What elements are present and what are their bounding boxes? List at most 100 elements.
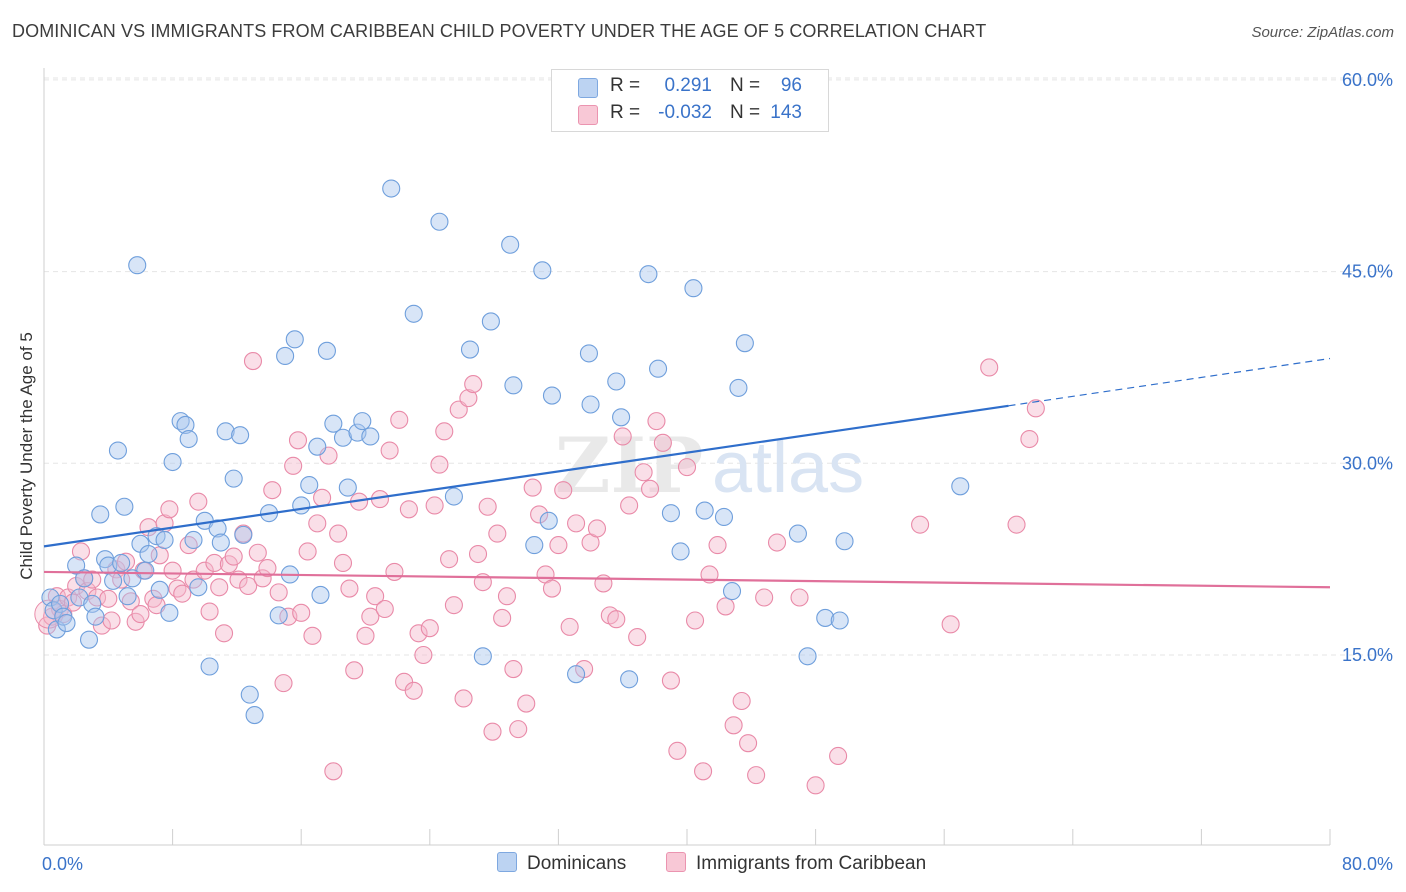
- caribbean-point: [399, 500, 418, 519]
- caribbean-point: [324, 762, 343, 781]
- axes: [43, 68, 1331, 846]
- caribbean-point: [488, 524, 507, 543]
- caribbean-point: [239, 576, 258, 596]
- dominicans-point: [324, 414, 343, 433]
- caribbean-point: [554, 481, 573, 500]
- dominicans-point: [118, 587, 137, 606]
- caribbean-point: [333, 553, 353, 573]
- dominicans-point: [722, 582, 742, 601]
- dominicans-point: [150, 580, 169, 599]
- caribbean-point: [530, 505, 549, 524]
- caribbean-point: [274, 674, 293, 693]
- dominicans-point: [112, 553, 131, 573]
- watermark: ZIP atlas: [555, 421, 864, 510]
- y-tick-label: 60.0%: [1342, 70, 1393, 90]
- dominicans-point: [539, 511, 558, 530]
- dominicans-point: [729, 378, 748, 397]
- dominicans-point: [830, 611, 849, 630]
- caribbean-point: [210, 578, 229, 597]
- dominicans-point: [317, 341, 336, 360]
- caribbean-point: [493, 608, 512, 627]
- caribbean-point: [767, 533, 787, 552]
- caribbean-point: [790, 588, 809, 607]
- dominicans-point: [189, 578, 208, 597]
- caribbean-point: [747, 766, 766, 785]
- caribbean-point: [661, 671, 680, 690]
- caribbean-point: [708, 536, 727, 555]
- caribbean-point: [131, 605, 150, 624]
- caribbean-point: [806, 776, 825, 795]
- series-legend: Dominicans Immigrants from Caribbean: [0, 852, 1406, 876]
- legend-label: Dominicans: [527, 853, 627, 874]
- y-axis-label: Child Poverty Under the Age of 5: [17, 332, 36, 580]
- dominicans-point: [735, 334, 754, 353]
- caribbean-point: [243, 352, 263, 371]
- legend-item-caribbean[interactable]: Immigrants from Caribbean: [666, 852, 926, 875]
- dominicans-point: [333, 428, 353, 447]
- dominicans-point: [361, 427, 380, 446]
- dominicans-point: [75, 569, 94, 588]
- caribbean-point: [628, 628, 647, 647]
- dominicans-point: [155, 530, 174, 550]
- caribbean-point: [435, 422, 454, 441]
- y-tick-label: 30.0%: [1342, 453, 1393, 473]
- watermark-atlas: atlas: [712, 428, 864, 508]
- caribbean-point: [668, 741, 687, 760]
- dominicans-point: [44, 601, 63, 620]
- dominicans-point: [816, 608, 835, 627]
- caribbean-point: [288, 431, 308, 450]
- r-value: 0.291: [664, 75, 712, 96]
- caribbean-point: [248, 543, 267, 562]
- caribbean-point: [829, 746, 848, 766]
- dominicans-point: [308, 437, 327, 456]
- caribbean-point: [205, 553, 224, 573]
- dominicans-point: [128, 256, 147, 275]
- caribbean-point: [634, 463, 653, 482]
- dominicans-point: [292, 496, 311, 515]
- stats-row-caribbean: R = -0.032 N = 143: [552, 102, 828, 126]
- caribbean-point: [677, 458, 697, 477]
- dominicans-point: [581, 395, 600, 414]
- caribbean-point: [444, 596, 463, 615]
- dominicans-point: [163, 452, 182, 472]
- dominicans-point: [115, 497, 134, 516]
- caribbean-point: [647, 412, 666, 431]
- caribbean-point: [356, 626, 375, 645]
- caribbean-point: [414, 645, 433, 665]
- caribbean-point: [420, 619, 439, 638]
- caribbean-point: [361, 607, 380, 626]
- dominicans-point: [444, 487, 463, 506]
- dominicans-point: [179, 429, 198, 449]
- caribbean-point: [567, 514, 586, 533]
- dominicans-point: [269, 606, 288, 625]
- legend-item-dominicans[interactable]: Dominicans: [497, 852, 626, 875]
- r-label: R =: [610, 75, 641, 96]
- caribbean-point: [430, 455, 449, 474]
- dominicans-point: [788, 524, 807, 543]
- caribbean-point: [329, 524, 348, 543]
- dominicans-point: [501, 235, 520, 254]
- dominicans-point: [300, 475, 319, 495]
- dominicans-trendline: [43, 404, 1009, 548]
- n-value: 143: [770, 102, 802, 123]
- caribbean-point: [99, 589, 118, 608]
- caribbean-point: [308, 514, 327, 533]
- dominicans-point: [91, 505, 110, 524]
- caribbean-point: [298, 542, 317, 561]
- dominicans-point: [533, 261, 552, 280]
- caribbean-point: [497, 587, 517, 606]
- source-label: Source: ZipAtlas.com: [1251, 24, 1394, 41]
- dominicans-point: [460, 340, 480, 359]
- caribbean-point: [454, 689, 473, 708]
- dominicans-point: [160, 603, 179, 622]
- caribbean-point: [509, 720, 528, 739]
- dominicans-point: [661, 504, 680, 523]
- dominicans-point: [224, 469, 243, 488]
- dominicans-point: [714, 507, 734, 527]
- dominicans-point: [684, 279, 703, 298]
- caribbean-point: [380, 441, 399, 460]
- dominicans-point: [245, 706, 264, 725]
- dominicans-point: [216, 422, 235, 441]
- caribbean-point: [173, 584, 192, 603]
